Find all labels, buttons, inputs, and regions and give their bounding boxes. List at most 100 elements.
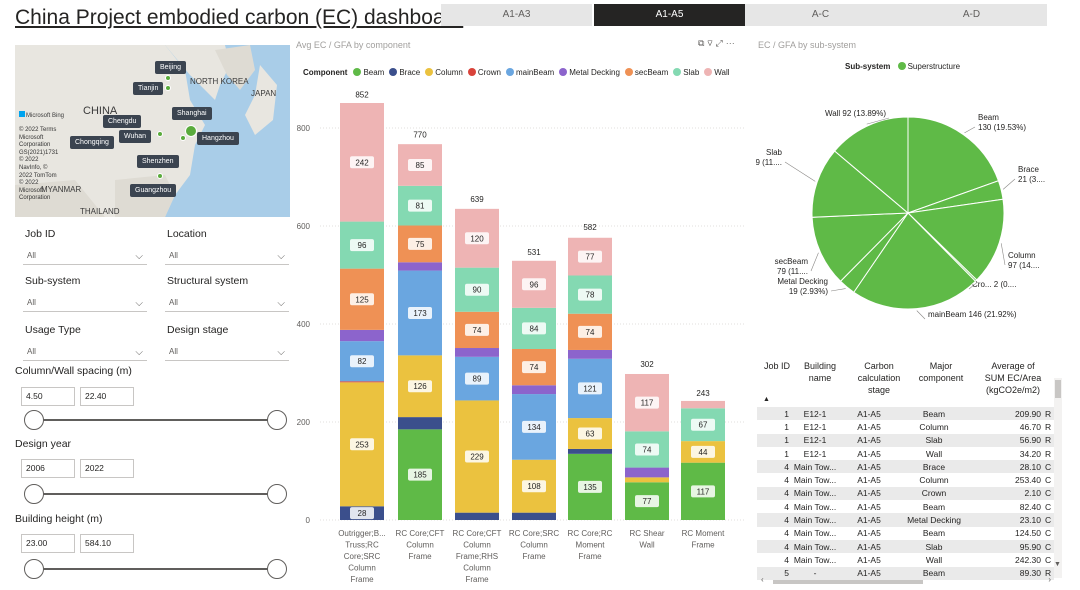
year-max-input[interactable]: 2022 (80, 459, 134, 478)
usage-type-dropdown[interactable]: All ⌵ (23, 344, 147, 361)
spacing-min-input[interactable]: 4.50 (21, 387, 75, 406)
pie-slice-mainbeam[interactable] (853, 212, 977, 310)
bar-segment-brace[interactable] (455, 512, 499, 520)
map-dot-tianjin[interactable] (165, 85, 171, 91)
table-row[interactable]: 4 Main Tow... A1-A5 Beam 124.50 C (757, 527, 1054, 540)
sort-ascending-icon[interactable]: ▲ (763, 396, 770, 403)
map-pin-chongqing[interactable]: Chongqing (70, 136, 114, 149)
table-vertical-scrollbar[interactable] (1054, 378, 1062, 578)
pie-slice-column[interactable] (906, 198, 1005, 281)
tab-a-d[interactable]: A-D (896, 4, 1047, 26)
scrollbar-thumb[interactable] (1055, 380, 1061, 398)
pie-legend-item[interactable]: Superstructure (907, 62, 961, 71)
map-dot-beijing[interactable] (165, 75, 171, 81)
bar-segment-brace[interactable] (568, 448, 612, 454)
table-row[interactable]: 4 Main Tow... A1-A5 Brace 28.10 C (757, 460, 1054, 474)
map-dot-hangzhou[interactable] (180, 135, 186, 141)
pie-slice-beam[interactable] (907, 116, 1000, 214)
bar-segment-crown[interactable] (340, 381, 384, 383)
spacing-slider-min-handle[interactable] (24, 410, 44, 430)
height-max-input[interactable]: 584.10 (80, 534, 134, 553)
map-pin-hangzhou[interactable]: Hangzhou (197, 132, 239, 145)
bar-segment-metal-decking[interactable] (398, 262, 442, 271)
map-pin-guangzhou[interactable]: Guangzhou (130, 184, 177, 197)
map-pin-beijing[interactable]: Beijing (155, 61, 187, 74)
legend-item-beam[interactable]: Beam (353, 68, 384, 77)
table-row[interactable]: 4 Main Tow... A1-A5 Slab 95.90 C (757, 539, 1054, 554)
tab-a1-a3[interactable]: A1-A3 (441, 4, 592, 26)
job-id-dropdown[interactable]: All ⌵ (23, 248, 147, 265)
structural-system-dropdown[interactable]: All ⌵ (165, 295, 289, 312)
map-dot-wuhan[interactable] (157, 131, 163, 137)
map-pin-chengdu[interactable]: Chengdu (103, 115, 142, 128)
map-dot-shanghai[interactable] (185, 125, 197, 137)
table-row[interactable]: 4 Main Tow... A1-A5 Crown 2.10 C (757, 486, 1054, 501)
bar-segment-metal-decking[interactable] (512, 385, 556, 395)
bar-segment-metal-decking[interactable] (625, 467, 669, 478)
legend-item-secbeam[interactable]: secBeam (624, 68, 668, 77)
map-pin-wuhan[interactable]: Wuhan (119, 130, 152, 143)
table-row[interactable]: 1 E12-1 A1-A5 Wall 34.20 R (757, 447, 1054, 460)
legend-item-wall[interactable]: Wall (704, 68, 730, 77)
legend-item-brace[interactable]: Brace (389, 68, 420, 77)
map-dot-shenzhen[interactable] (157, 173, 163, 179)
table-row[interactable]: 4 Main Tow... A1-A5 Column 253.40 C (757, 473, 1054, 486)
spacing-slider-track[interactable] (33, 419, 278, 421)
spacing-slider-max-handle[interactable] (267, 410, 287, 430)
hscroll-thumb[interactable] (773, 580, 923, 584)
table-row[interactable]: 4 Main Tow... A1-A5 Metal Decking 23.10 C (757, 513, 1054, 527)
legend-item-slab[interactable]: Slab (673, 68, 699, 77)
map-pin-tianjin[interactable]: Tianjin (133, 82, 164, 95)
year-slider-track[interactable] (33, 493, 278, 495)
year-slider-max-handle[interactable] (267, 484, 287, 504)
table-horizontal-scrollbar[interactable]: ‹ › (761, 575, 1051, 585)
pie-slice-slab[interactable] (811, 150, 910, 218)
bar-segment-column[interactable] (625, 477, 669, 483)
tab-a-c[interactable]: A-C (745, 4, 896, 26)
map-pin-shanghai[interactable]: Shanghai (172, 107, 212, 120)
bar-segment-wall[interactable] (681, 400, 725, 409)
column-header[interactable]: Building name (797, 360, 843, 384)
focus-icon[interactable]: ⤢ (715, 38, 726, 48)
table-row[interactable]: 5- A1-A5 Beam 89.30 R (757, 566, 1054, 580)
pie-slice-secbeam[interactable] (811, 212, 910, 282)
column-header[interactable]: Carbon calculation stage (849, 360, 909, 396)
column-header[interactable]: Major component (909, 360, 973, 384)
location-dropdown[interactable]: All ⌵ (165, 248, 289, 265)
filter-icon[interactable]: ⊽ (707, 38, 716, 48)
table-row[interactable]: 1 E12-1 A1-A5 Slab 56.90 R (757, 433, 1054, 447)
sub-system-dropdown[interactable]: All ⌵ (23, 295, 147, 312)
column-header[interactable]: Average of SUM EC/Area (kgCO2e/m2) (973, 360, 1053, 396)
scroll-left-icon[interactable]: ‹ (761, 575, 764, 584)
height-slider-max-handle[interactable] (267, 559, 287, 579)
year-min-input[interactable]: 2006 (21, 459, 75, 478)
table-row[interactable]: 4 Main Tow... A1-A5 Wall 242.30 C (757, 553, 1054, 566)
bar-segment-brace[interactable] (398, 417, 442, 430)
more-icon[interactable]: ⋯ (725, 38, 738, 48)
tab-a1-a5[interactable]: A1-A5 (594, 4, 745, 26)
pie-slice-wall[interactable] (833, 116, 909, 215)
bar-segment-metal-decking[interactable] (340, 329, 384, 342)
height-slider-min-handle[interactable] (24, 559, 44, 579)
legend-item-crown[interactable]: Crown (467, 68, 501, 77)
legend-item-column[interactable]: Column (425, 68, 463, 77)
height-slider-track[interactable] (33, 568, 278, 570)
scroll-right-icon[interactable]: › (1048, 575, 1051, 584)
table-row[interactable]: 1 E12-1 A1-A5 Column 46.70 R (757, 420, 1054, 433)
year-slider-min-handle[interactable] (24, 484, 44, 504)
scroll-down-icon[interactable]: ▼ (1054, 561, 1061, 568)
bar-segment-brace[interactable] (512, 512, 556, 520)
design-stage-dropdown[interactable]: All ⌵ (165, 344, 289, 361)
table-row[interactable]: 4 Main Tow... A1-A5 Beam 82.40 C (757, 500, 1054, 513)
bar-segment-metal-decking[interactable] (455, 348, 499, 357)
bar-segment-metal-decking[interactable] (568, 349, 612, 359)
spacing-max-input[interactable]: 22.40 (80, 387, 134, 406)
map-pin-shenzhen[interactable]: Shenzhen (137, 155, 179, 168)
location-map[interactable]: NORTH KOREA JAPAN CHINA MYANMAR THAILAND… (15, 45, 290, 217)
table-row[interactable]: 1 E12-1 A1-A5 Beam 209.90 R (757, 407, 1054, 421)
column-header[interactable]: Job ID (757, 360, 797, 372)
legend-item-metal-decking[interactable]: Metal Decking (559, 68, 620, 77)
height-min-input[interactable]: 23.00 (21, 534, 75, 553)
copy-icon[interactable]: ⧉ (698, 38, 708, 48)
legend-item-mainbeam[interactable]: mainBeam (505, 68, 554, 77)
